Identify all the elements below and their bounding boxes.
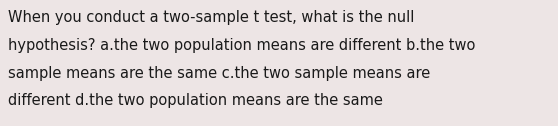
Text: hypothesis? a.the two population means are different b.the two: hypothesis? a.the two population means a… (8, 38, 476, 53)
Text: different d.the two population means are the same: different d.the two population means are… (8, 93, 383, 108)
Text: sample means are the same c.the two sample means are: sample means are the same c.the two samp… (8, 66, 431, 81)
Text: When you conduct a two-sample t test, what is the null: When you conduct a two-sample t test, wh… (8, 10, 415, 25)
